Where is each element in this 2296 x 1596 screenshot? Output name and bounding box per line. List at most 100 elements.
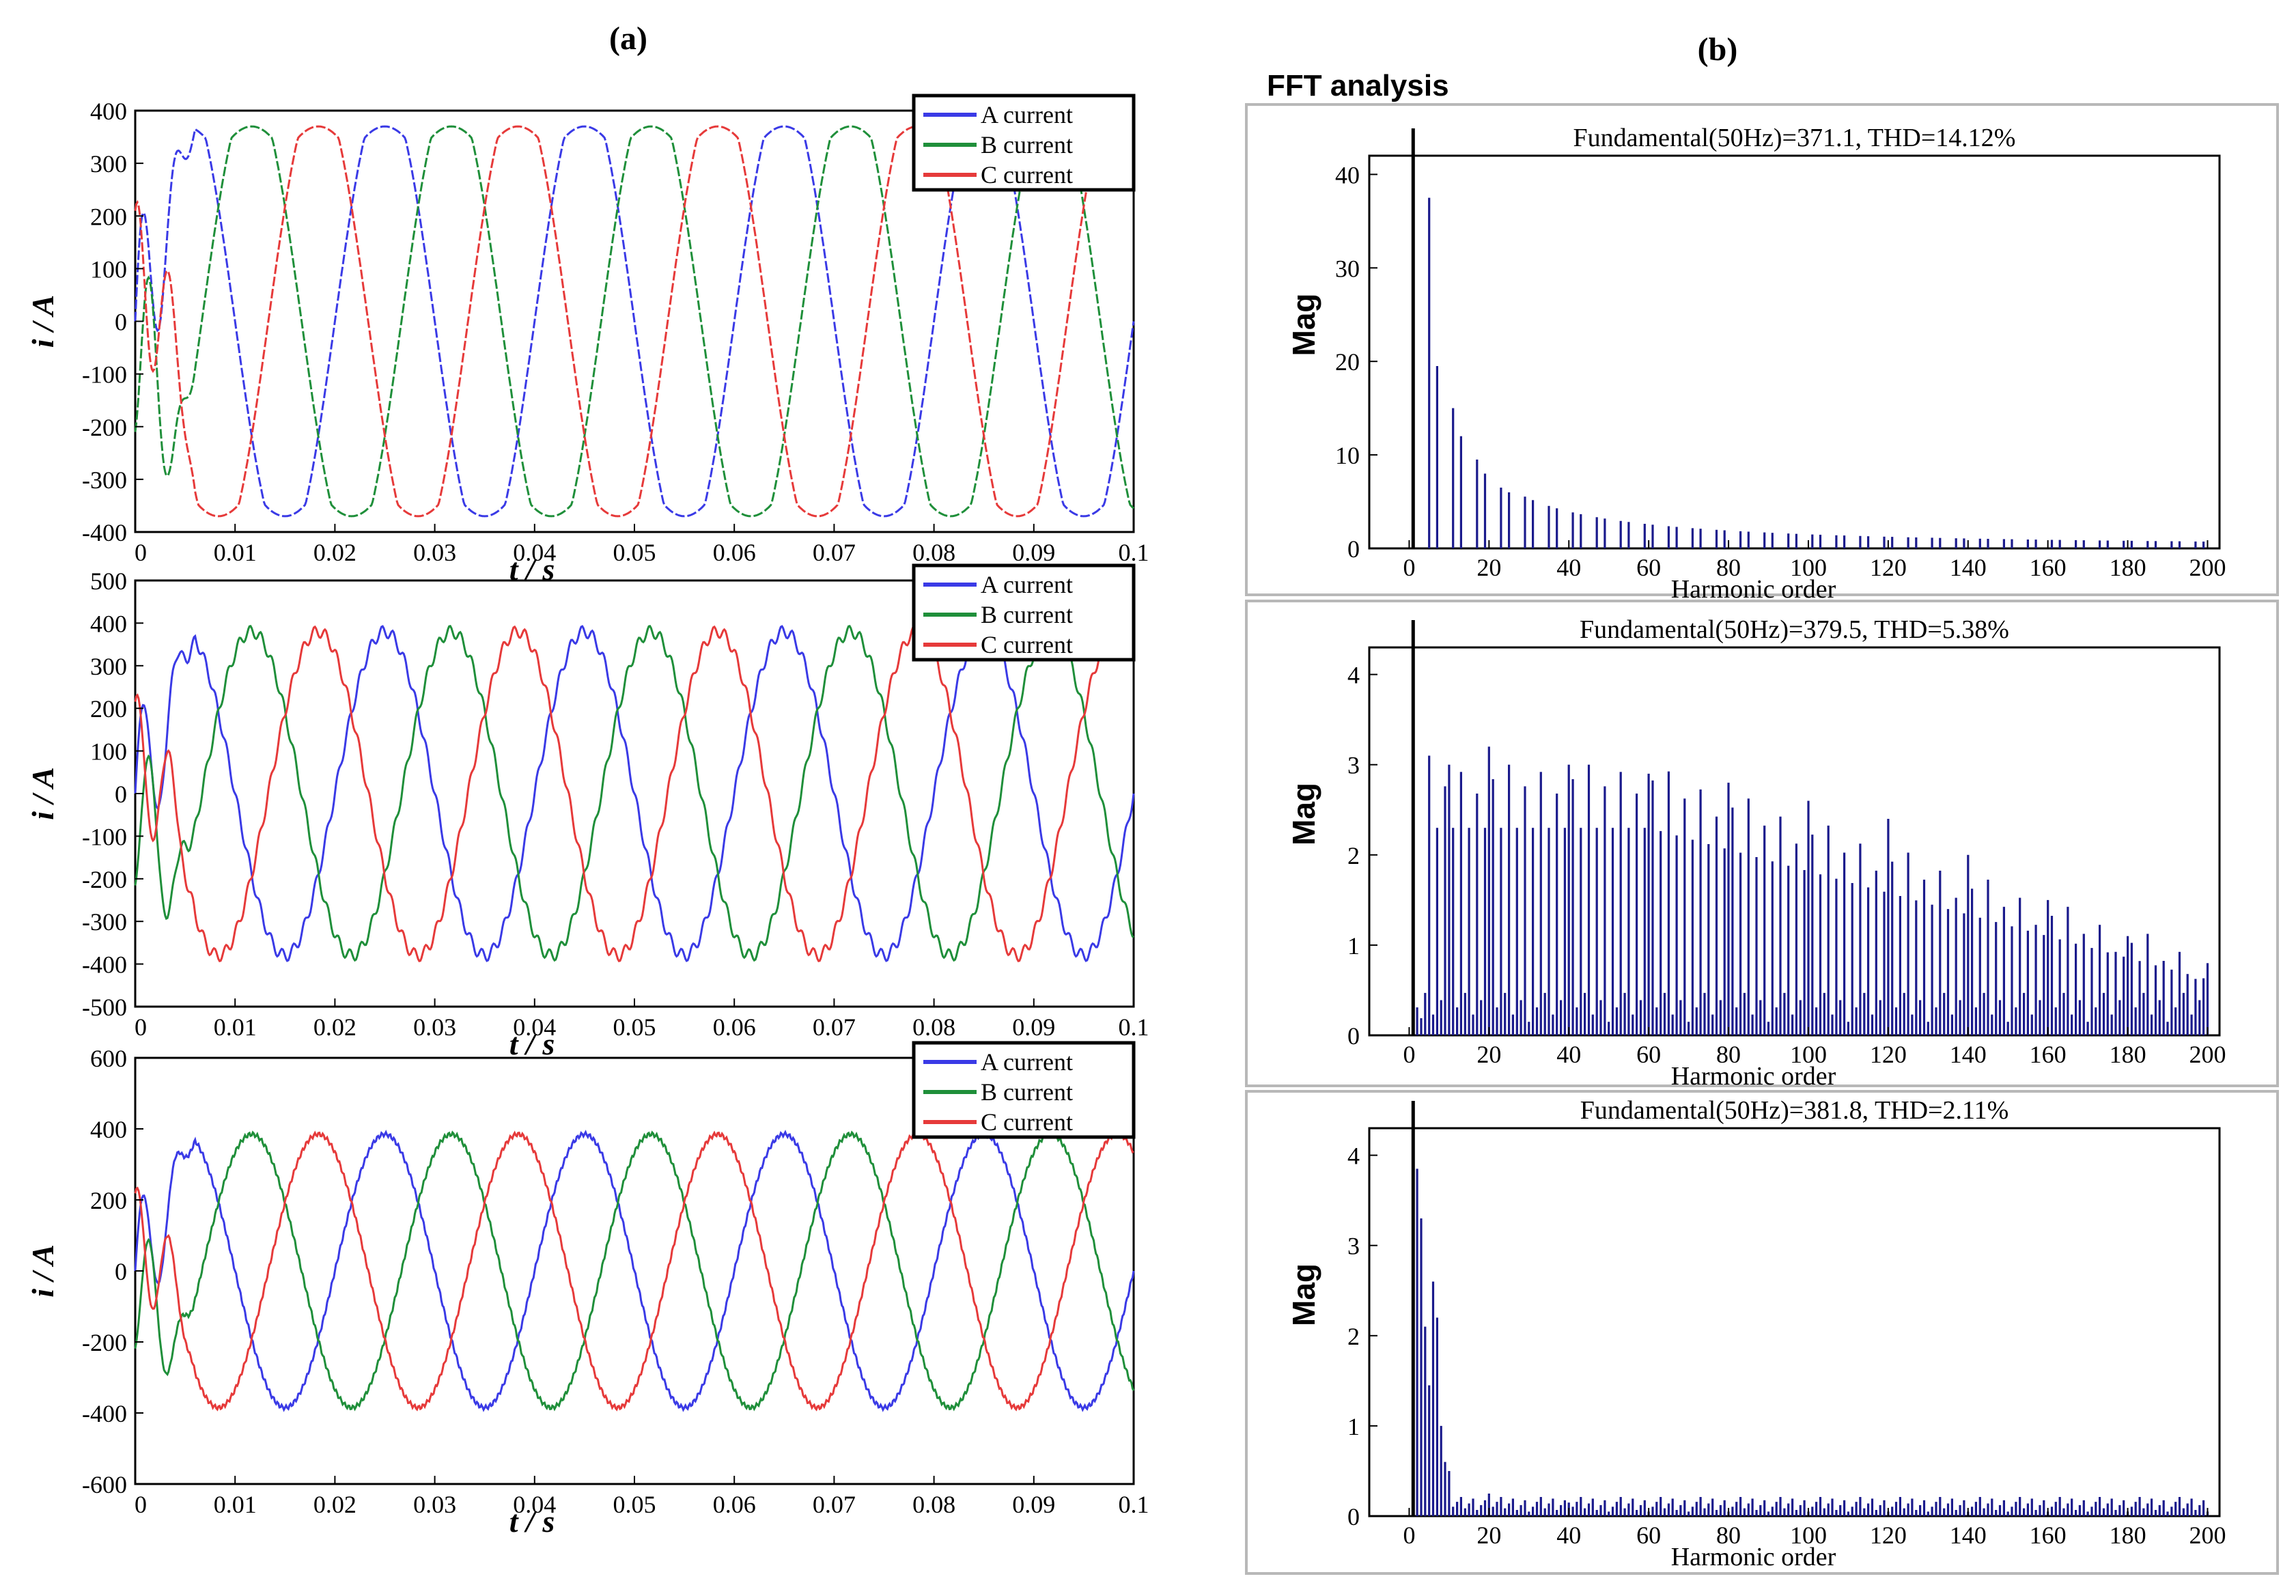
harmonic-bar xyxy=(1974,1502,1977,1516)
harmonic-bar xyxy=(1843,535,1846,548)
harmonic-bar xyxy=(1867,536,1870,548)
harmonic-bar xyxy=(1955,897,1957,1035)
harmonic-bar xyxy=(2034,1510,2037,1516)
harmonic-bar xyxy=(1636,1510,1638,1516)
y-tick-label: 3 xyxy=(1347,752,1360,779)
harmonic-bar xyxy=(1535,1007,1539,1035)
harmonic-bar xyxy=(1599,1000,1602,1035)
harmonic-bar xyxy=(2062,1508,2065,1516)
harmonic-bar xyxy=(1859,843,1862,1035)
harmonic-bar xyxy=(1963,1500,1965,1516)
harmonic-bar xyxy=(1743,1508,1746,1516)
harmonic-bar xyxy=(1643,524,1646,548)
harmonic-bar xyxy=(1795,533,1797,548)
y-tick-label: 400 xyxy=(90,610,127,637)
harmonic-bar xyxy=(1783,1508,1786,1516)
harmonic-bar xyxy=(2002,1500,2005,1516)
harmonic-bar xyxy=(1919,1504,1922,1516)
harmonic-bar xyxy=(1611,828,1614,1035)
harmonic-bar xyxy=(1691,839,1694,1035)
harmonic-bar xyxy=(1500,1497,1502,1516)
harmonic-bar xyxy=(1608,1022,1610,1035)
x-tick-label: 0.01 xyxy=(214,539,257,566)
x-tick-label: 0.03 xyxy=(413,539,456,566)
harmonic-bar xyxy=(1835,535,1838,548)
x-axis-label: Harmonic order xyxy=(1671,1543,1836,1571)
harmonic-bar xyxy=(2170,1507,2173,1516)
harmonic-bar xyxy=(1667,1503,1670,1516)
y-tick-label: 4 xyxy=(1347,662,1360,689)
harmonic-bar xyxy=(1943,992,1946,1035)
harmonic-bar xyxy=(1739,1497,1742,1516)
y-tick-label: -100 xyxy=(82,361,127,389)
legend: A current B current C current xyxy=(912,563,1136,662)
harmonic-bar xyxy=(1483,1500,1487,1516)
harmonic-bar xyxy=(1632,1014,1634,1035)
harmonic-bar xyxy=(1811,1507,1814,1516)
harmonic-bar xyxy=(2034,540,2037,548)
harmonic-bar xyxy=(1819,1497,1822,1516)
harmonic-bar xyxy=(1591,1498,1594,1516)
current-chart-3: -600 -400 -200 0 200 400 600 0 0.01 0.02 0.03 0.04 0… xyxy=(25,1041,1149,1539)
harmonic-bar xyxy=(2011,926,2013,1035)
harmonic-bar xyxy=(1763,532,1766,548)
harmonic-bar xyxy=(1779,1497,1782,1516)
harmonic-bar xyxy=(1791,1014,1794,1035)
harmonic-bar xyxy=(1667,771,1670,1035)
x-tick-label: 0.03 xyxy=(413,1491,456,1518)
harmonic-bar xyxy=(1560,1504,1563,1516)
harmonic-bar xyxy=(2162,961,2165,1035)
harmonic-bar xyxy=(2206,963,2209,1035)
harmonic-bar xyxy=(1879,1000,1881,1035)
harmonic-bar xyxy=(1448,764,1451,1035)
harmonic-bar xyxy=(1548,505,1550,548)
x-tick-label: 200 xyxy=(2189,1522,2226,1549)
harmonic-bar xyxy=(1515,828,1518,1035)
y-tick-label: -300 xyxy=(82,466,127,494)
x-tick-label: 0 xyxy=(1403,1041,1415,1068)
x-tick-label: 160 xyxy=(2030,554,2067,581)
harmonic-bar xyxy=(2034,925,2037,1035)
harmonic-bar xyxy=(2151,1014,2153,1035)
harmonic-bar xyxy=(2154,965,2157,1035)
y-tick-label: 500 xyxy=(90,568,127,595)
y-tick-label: 0 xyxy=(115,1258,127,1285)
harmonic-bar xyxy=(1480,1504,1483,1516)
harmonic-bar xyxy=(1959,1504,1961,1516)
harmonic-bar xyxy=(1571,512,1574,548)
harmonic-bar xyxy=(1787,865,1790,1035)
x-tick-label: 0.01 xyxy=(214,1013,257,1041)
harmonic-bar xyxy=(1504,1508,1507,1516)
harmonic-bar xyxy=(1779,816,1782,1035)
harmonic-bar xyxy=(1739,852,1742,1035)
y-tick-label: 300 xyxy=(90,150,127,178)
harmonic-bar xyxy=(1627,522,1630,548)
harmonic-bar xyxy=(2162,1500,2165,1516)
harmonic-bar xyxy=(1911,1014,1914,1035)
y-tick-label: -400 xyxy=(82,1400,127,1427)
y-axis-label: i / A xyxy=(25,295,60,348)
harmonic-bar xyxy=(1420,1218,1423,1516)
harmonic-bar xyxy=(1472,1014,1474,1035)
harmonic-bar xyxy=(1783,992,1786,1035)
x-tick-label: 0.07 xyxy=(813,1013,856,1041)
harmonic-bar xyxy=(1971,1507,1974,1516)
harmonic-bar xyxy=(1867,1503,1870,1516)
harmonic-bar xyxy=(1608,1511,1610,1516)
y-axis-label: i / A xyxy=(25,767,60,820)
harmonic-bar xyxy=(1899,1497,1901,1516)
x-tick-label: 20 xyxy=(1476,554,1501,581)
harmonic-bar xyxy=(2174,1007,2177,1035)
harmonic-bar xyxy=(2190,1498,2193,1516)
harmonic-bar xyxy=(1663,1508,1666,1516)
harmonic-bar xyxy=(1811,835,1814,1035)
legend-entry: B current xyxy=(981,131,1073,158)
harmonic-bar xyxy=(1735,1007,1738,1035)
harmonic-bar xyxy=(1927,1022,1929,1035)
harmonic-bar xyxy=(1715,816,1718,1035)
x-tick-label: 0.08 xyxy=(912,539,955,566)
harmonic-bar xyxy=(1539,772,1542,1035)
harmonic-bar xyxy=(1639,1000,1642,1035)
harmonic-bar xyxy=(1476,459,1479,548)
harmonic-bar xyxy=(1548,1503,1550,1516)
